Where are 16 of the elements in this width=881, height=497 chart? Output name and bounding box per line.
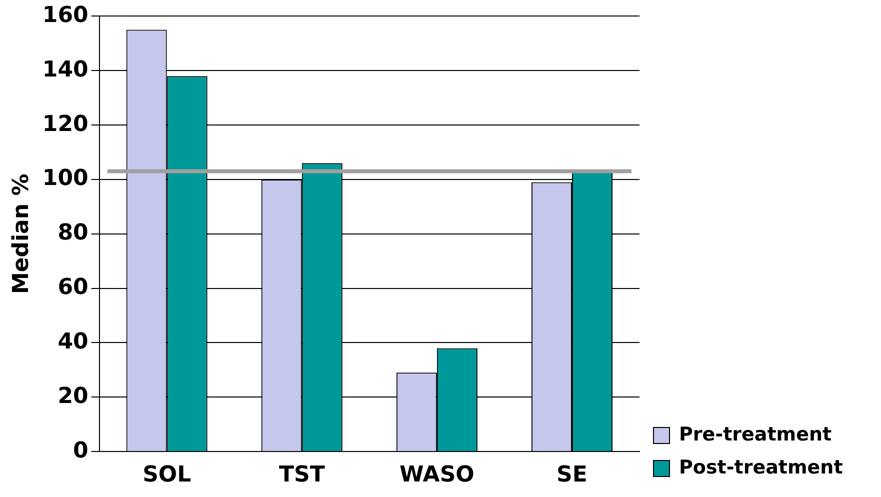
y-tick-label: 80 [58, 220, 88, 246]
y-tick-label: 160 [42, 2, 88, 28]
y-tick-label: 20 [58, 384, 88, 409]
y-tick-label: 140 [42, 57, 88, 82]
y-tick-label: 60 [58, 275, 88, 300]
x-tick-label: SE [556, 462, 588, 488]
y-axis-title: Median % [8, 174, 34, 294]
y-tick-label: 120 [42, 112, 88, 137]
x-tick-label: TST [278, 462, 325, 488]
legend-label: Pre-treatment [679, 423, 832, 446]
legend-label: Post-treatment [679, 456, 843, 478]
y-tick-label: 100 [42, 166, 88, 192]
y-tick-label: 0 [73, 438, 88, 464]
x-tick-label: WASO [400, 462, 474, 488]
x-tick-label: SOL [142, 462, 192, 488]
y-tick-label: 40 [58, 329, 88, 354]
